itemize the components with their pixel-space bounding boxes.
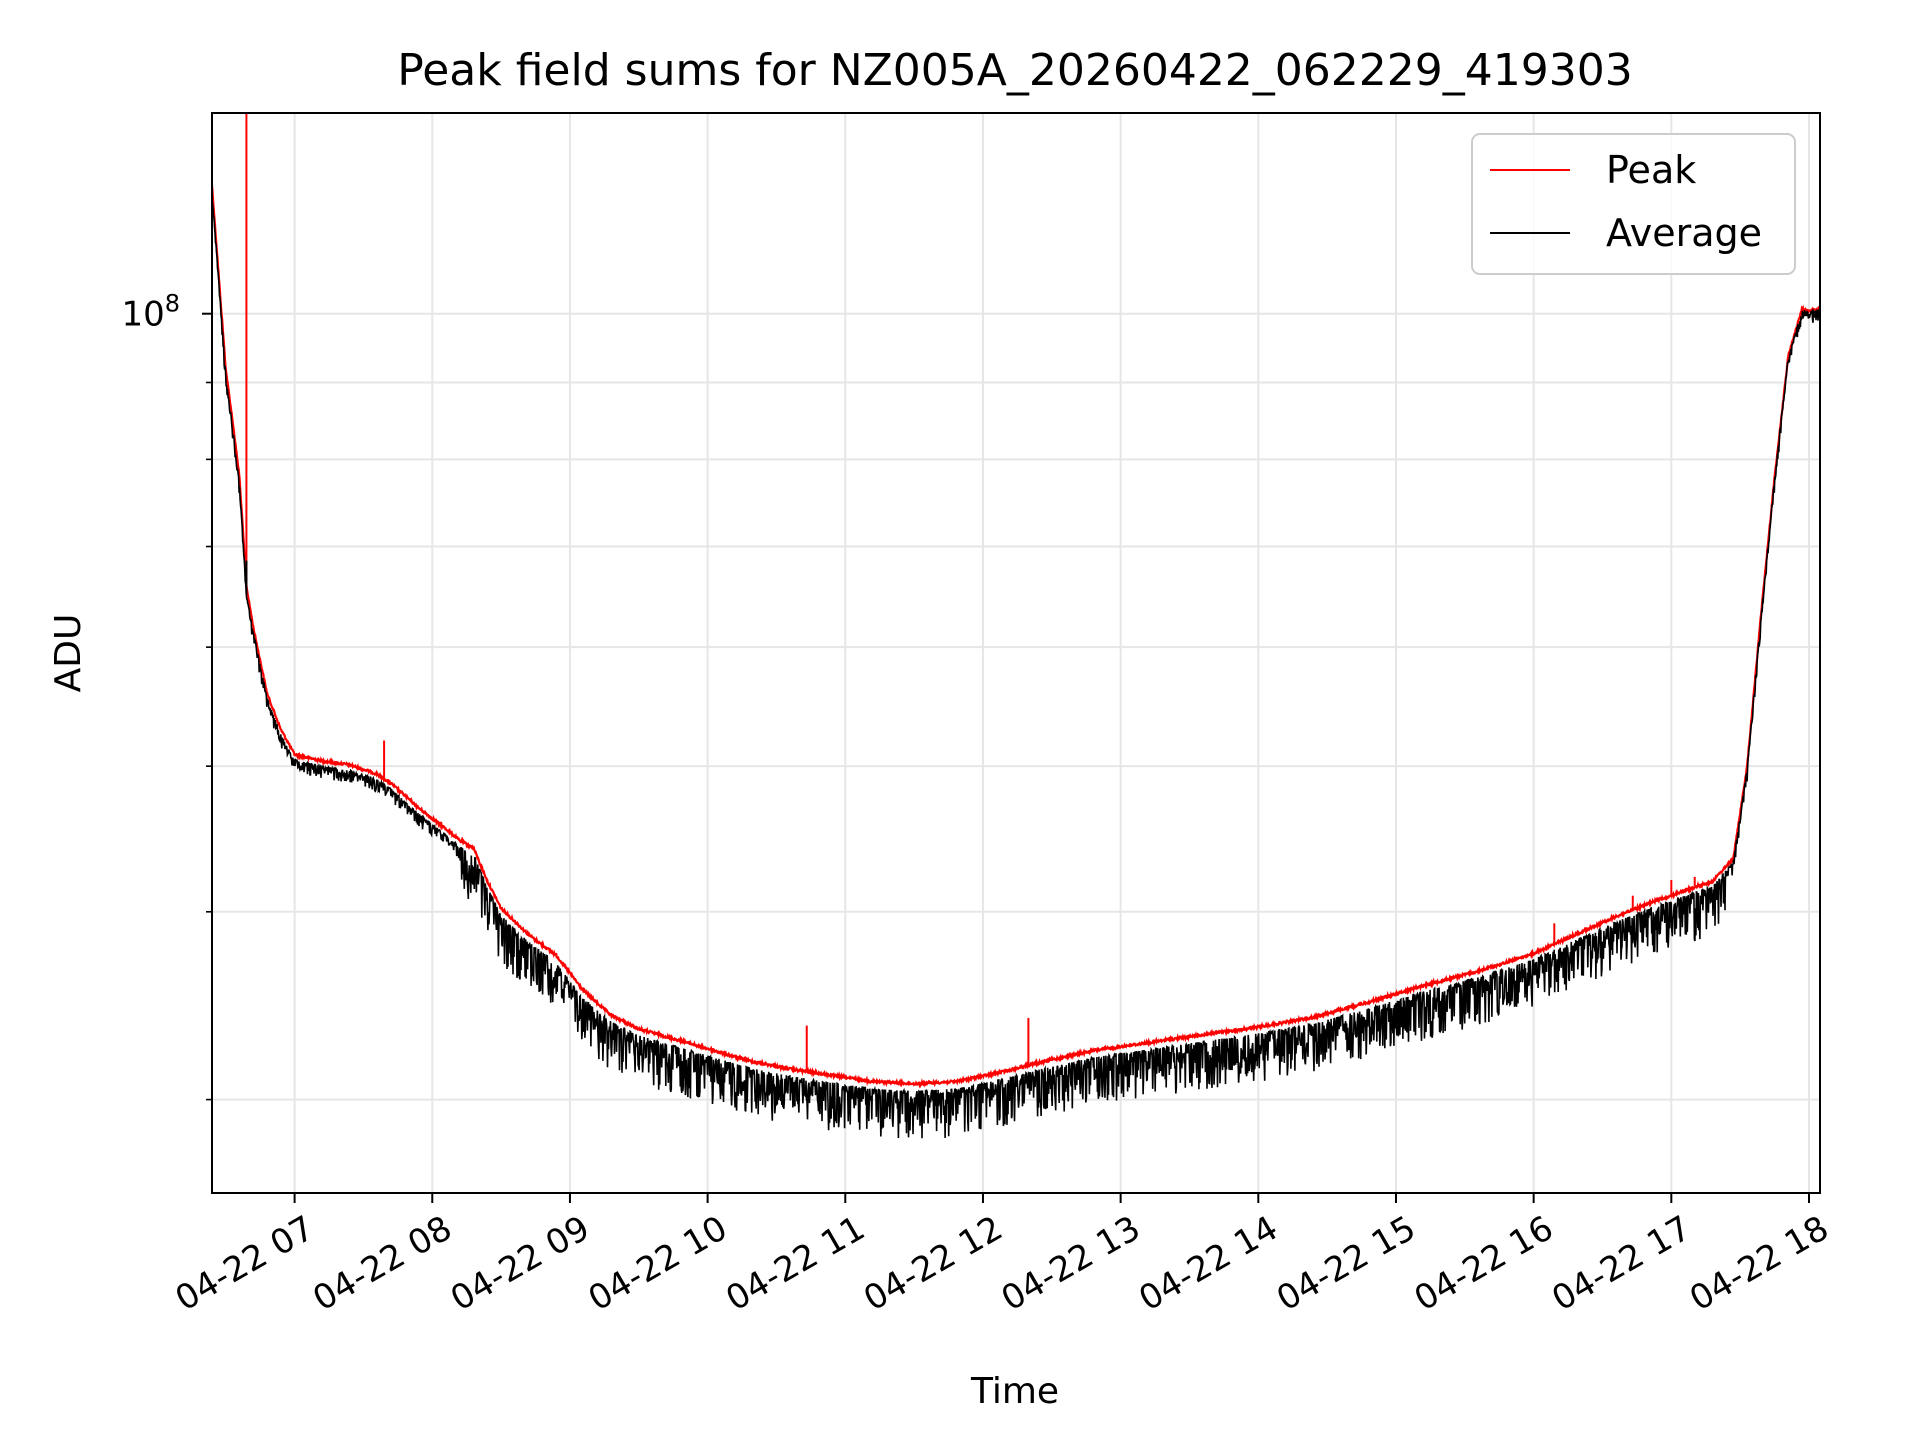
y-axis-ticks: 108 bbox=[121, 290, 212, 1101]
plot-frame bbox=[211, 112, 1821, 1194]
y-axis-label: ADU bbox=[48, 614, 89, 693]
chart-title: Peak field sums for NZ005A_20260422_0622… bbox=[397, 45, 1632, 96]
legend: Peak Average bbox=[1471, 133, 1796, 275]
series-peak-line bbox=[212, 185, 1820, 1089]
y-tick-exponent: 8 bbox=[165, 290, 180, 318]
legend-peak-label: Peak bbox=[1606, 148, 1696, 192]
series-layer bbox=[212, 113, 1820, 1139]
legend-average-label: Average bbox=[1606, 211, 1762, 255]
grid bbox=[212, 113, 1820, 1193]
x-axis-label: Time bbox=[970, 1371, 1059, 1412]
series-average-line bbox=[212, 199, 1820, 1139]
y-tick-label: 108 bbox=[121, 290, 180, 335]
